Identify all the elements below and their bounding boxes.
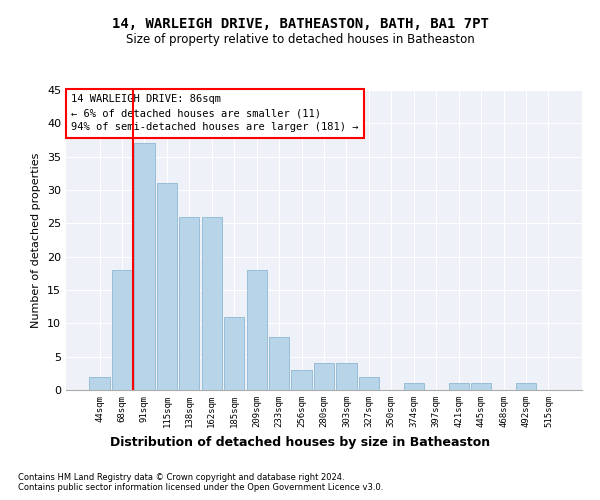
Text: Contains public sector information licensed under the Open Government Licence v3: Contains public sector information licen… [18, 484, 383, 492]
Text: Size of property relative to detached houses in Batheaston: Size of property relative to detached ho… [125, 32, 475, 46]
Bar [449, 384, 469, 390]
Bar [404, 384, 424, 390]
Y-axis label: Number of detached properties: Number of detached properties [31, 152, 41, 328]
Text: Distribution of detached houses by size in Batheaston: Distribution of detached houses by size … [110, 436, 490, 449]
Bar [359, 376, 379, 390]
Bar [314, 364, 334, 390]
Bar [269, 336, 289, 390]
Text: 14, WARLEIGH DRIVE, BATHEASTON, BATH, BA1 7PT: 14, WARLEIGH DRIVE, BATHEASTON, BATH, BA… [112, 18, 488, 32]
Bar [471, 384, 491, 390]
Bar [224, 316, 244, 390]
Bar [157, 184, 177, 390]
Bar [134, 144, 155, 390]
Bar [202, 216, 222, 390]
Bar [337, 364, 356, 390]
Bar [247, 270, 267, 390]
Text: 14 WARLEIGH DRIVE: 86sqm
← 6% of detached houses are smaller (11)
94% of semi-de: 14 WARLEIGH DRIVE: 86sqm ← 6% of detache… [71, 94, 359, 132]
Bar [179, 216, 199, 390]
Bar [516, 384, 536, 390]
Bar [89, 376, 110, 390]
Bar [292, 370, 311, 390]
Bar [112, 270, 132, 390]
Text: Contains HM Land Registry data © Crown copyright and database right 2024.: Contains HM Land Registry data © Crown c… [18, 472, 344, 482]
